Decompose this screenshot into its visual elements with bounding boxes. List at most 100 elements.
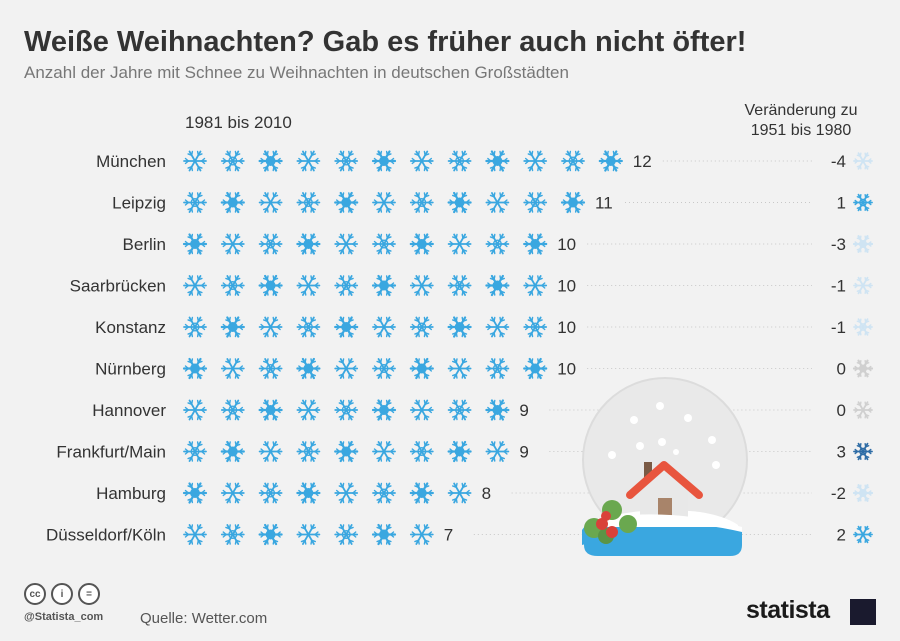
snowflake-icon: [220, 524, 245, 545]
value-label: 10: [557, 318, 576, 337]
snowflake-icon: [183, 441, 207, 462]
change-label: -4: [831, 152, 846, 171]
snowflake-icon: [258, 358, 283, 379]
value-label: 10: [557, 360, 576, 379]
snowflake-icon: [447, 316, 472, 338]
change-label: -1: [831, 277, 846, 296]
snowflake-icon: [296, 357, 321, 380]
snowflake-icon: [258, 441, 283, 462]
snowflake-icon: [183, 524, 207, 545]
city-label: Hannover: [92, 401, 166, 420]
change-label: 1: [837, 194, 846, 213]
statista-handle[interactable]: @Statista_com: [24, 611, 104, 623]
snowflake-icon: [447, 150, 472, 172]
snowflake-icon: [296, 233, 321, 255]
city-label: Düsseldorf/Köln: [46, 526, 166, 545]
snowflake-icon: [220, 275, 245, 296]
snowflake-icon: [409, 275, 434, 296]
snowflake-icon: [183, 275, 207, 296]
snowflake-icon: [258, 482, 283, 504]
value-label: 7: [444, 526, 453, 545]
change-snowflake-icon: [853, 193, 873, 212]
snowflake-icon: [296, 275, 321, 296]
snowflake-icon: [296, 482, 321, 504]
snowflake-icon: [560, 191, 586, 214]
snowflake-icon: [409, 441, 434, 462]
statista-logo[interactable]: statista: [746, 596, 830, 624]
snowflake-icon: [523, 192, 548, 213]
row-1: München 12 -4: [96, 150, 873, 172]
snowflake-icon: [258, 233, 283, 255]
snowflake-icon: [220, 191, 245, 214]
snowflake-icon: [183, 150, 207, 172]
statista-logo-mark: [850, 599, 876, 625]
snowflake-icon: [485, 316, 510, 338]
snowflake-icon: [485, 274, 510, 297]
source-note: Quelle: Wetter.com: [140, 610, 268, 627]
change-snowflake-icon: [853, 318, 873, 336]
snowflake-icon: [447, 191, 472, 214]
snowflake-icon: [447, 358, 472, 379]
snowflake-icon: [372, 441, 396, 462]
city-label: Berlin: [123, 235, 166, 254]
change-label: 2: [837, 526, 846, 545]
snowflake-icon: [372, 192, 396, 213]
snowflake-icon: [334, 316, 359, 338]
snowflake-icon: [220, 316, 245, 338]
period-label: 1981 bis 2010: [185, 113, 292, 132]
snowflake-icon: [371, 399, 397, 421]
snowflake-icon: [220, 440, 245, 463]
row-2: Leipzig 11 1: [112, 191, 873, 214]
change-label: Veränderung zu 1951 bis 1980: [744, 102, 858, 139]
snowflake-icon: [372, 358, 396, 379]
equals-icon: =: [78, 583, 100, 605]
snowflake-icon: [334, 275, 359, 296]
snowflake-icon: [523, 233, 548, 255]
snowflake-icon: [371, 274, 397, 297]
snowflake-icon: [598, 150, 623, 172]
change-snowflake-icon: [852, 484, 874, 502]
snowflake-icon: [182, 357, 208, 380]
snowflake-icon: [258, 150, 283, 172]
snowflake-icon: [182, 482, 208, 504]
person-icon: i: [51, 583, 73, 605]
snowflake-icon: [334, 399, 359, 421]
snowflake-icon: [258, 523, 283, 546]
snowflake-icon: [183, 316, 207, 338]
snowflake-icon: [183, 192, 207, 213]
snowflake-icon: [183, 399, 207, 421]
snowflake-icon: [296, 192, 321, 213]
change-snowflake-icon: [853, 401, 873, 419]
snowflake-icon: [447, 482, 472, 504]
snowflake-icon: [447, 275, 472, 296]
value-label: 8: [482, 484, 491, 503]
chart-title: Weiße Weihnachten? Gab es früher auch ni…: [24, 26, 747, 58]
snowflake-icon: [409, 316, 434, 338]
row-7: Hannover 9 0: [92, 399, 873, 421]
change-snowflake-icon: [853, 152, 873, 170]
snowflake-icon: [258, 399, 283, 421]
snowflake-icon: [371, 150, 397, 172]
snowflake-icon: [334, 358, 359, 379]
snowflake-icon: [447, 440, 472, 463]
snowflake-icon: [447, 399, 472, 421]
snowflake-icon: [485, 399, 510, 421]
change-label: -1: [831, 318, 846, 337]
city-label: Nürnberg: [95, 360, 166, 379]
snow-globe-illustration: [582, 377, 748, 556]
snowflake-icon: [409, 192, 434, 213]
snowflake-icon: [334, 524, 359, 545]
snowflake-icon: [485, 233, 510, 255]
snowflake-icon: [220, 399, 245, 421]
snowflake-icon: [409, 357, 434, 380]
snowflake-icon: [334, 191, 359, 214]
snowflake-icon: [372, 482, 396, 504]
snowflake-icon: [371, 523, 397, 546]
snowflake-icon: [485, 441, 510, 462]
snowflake-icon: [258, 192, 283, 213]
value-label: 11: [595, 194, 613, 213]
snowflake-icon: [220, 358, 245, 379]
city-label: Frankfurt/Main: [56, 443, 166, 462]
change-label: 0: [837, 401, 846, 420]
snowflake-icon: [296, 316, 321, 338]
